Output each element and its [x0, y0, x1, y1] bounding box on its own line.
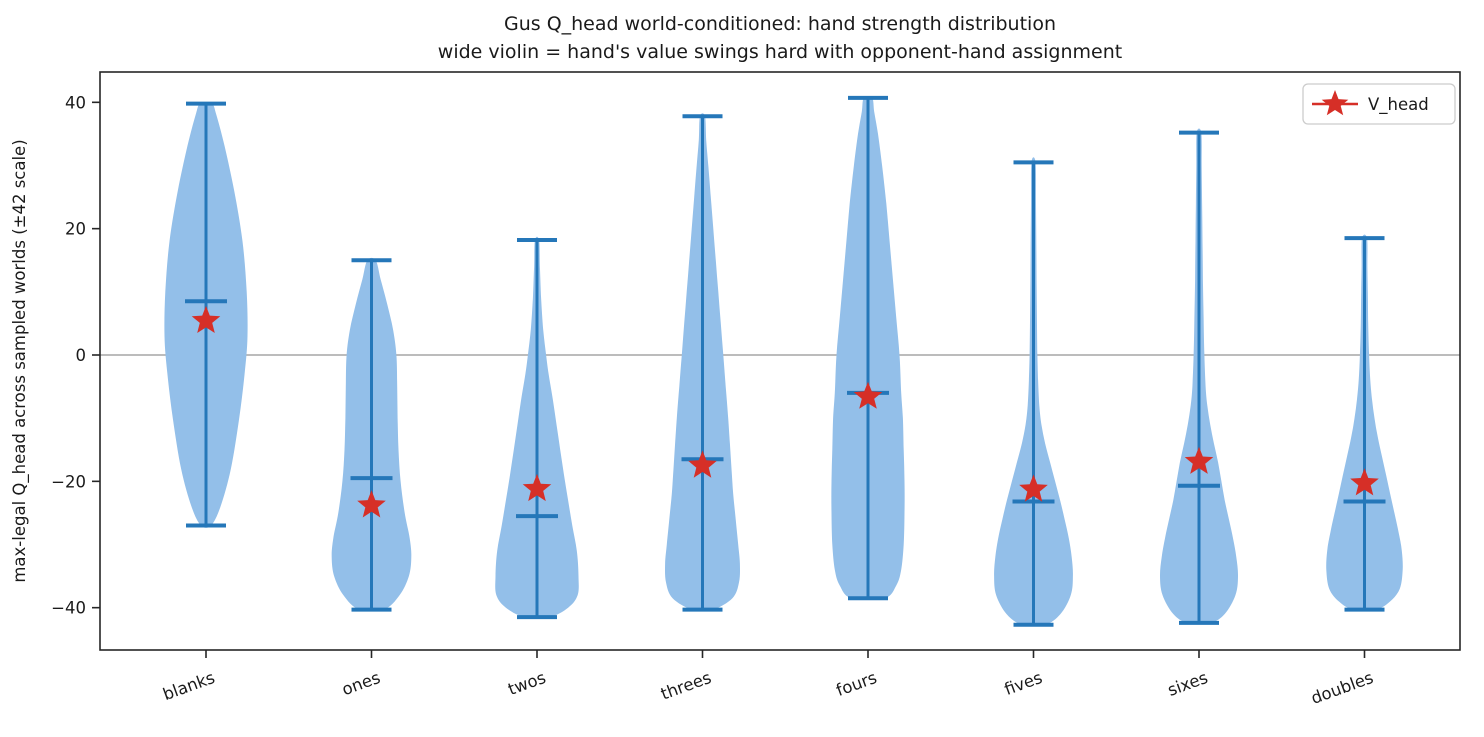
legend: V_head — [1302, 83, 1456, 125]
legend-star-icon — [1321, 90, 1349, 116]
x-tick-label-twos: twos — [506, 668, 549, 699]
legend-label: V_head — [1368, 95, 1429, 115]
violin-fives — [994, 157, 1073, 627]
v-head-star — [191, 305, 221, 333]
violin-threes — [664, 113, 741, 612]
v-head-star — [357, 490, 386, 518]
chart-subtitle: wide violin = hand's value swings hard w… — [438, 41, 1122, 63]
y-tick-label: 0 — [76, 346, 87, 365]
v-head-star — [688, 450, 717, 478]
y-tick-label: 20 — [65, 220, 86, 239]
y-tick-label: −40 — [51, 599, 86, 618]
x-tick-label-sixes: sixes — [1165, 668, 1210, 700]
y-tick-label: 40 — [65, 93, 86, 112]
chart-title: Gus Q_head world-conditioned: hand stren… — [504, 13, 1056, 35]
axes-box — [99, 71, 1461, 651]
v-head-star — [1350, 468, 1379, 496]
x-tick-label-fours: fours — [834, 668, 880, 700]
violin-fours — [831, 95, 905, 601]
v-head-star — [853, 381, 883, 409]
x-tick-label-ones: ones — [339, 668, 382, 699]
v-head-star — [1019, 474, 1048, 502]
violin-ones — [331, 257, 412, 612]
x-tick-label-doubles: doubles — [1308, 668, 1375, 708]
x-tick-label-threes: threes — [658, 668, 714, 704]
legend-box — [1302, 83, 1456, 125]
y-axis-label: max-legal Q_head across sampled worlds (… — [10, 139, 30, 582]
x-tick-label-fives: fives — [1002, 668, 1045, 699]
y-tick-label: −20 — [51, 472, 86, 491]
violin-sixes — [1159, 128, 1239, 625]
v-head-star — [522, 473, 552, 502]
violin-doubles — [1326, 234, 1403, 612]
violin-blanks — [164, 101, 248, 528]
v-head-star — [1184, 446, 1214, 474]
x-tick-label-blanks: blanks — [160, 668, 217, 704]
violin-twos — [495, 236, 579, 620]
